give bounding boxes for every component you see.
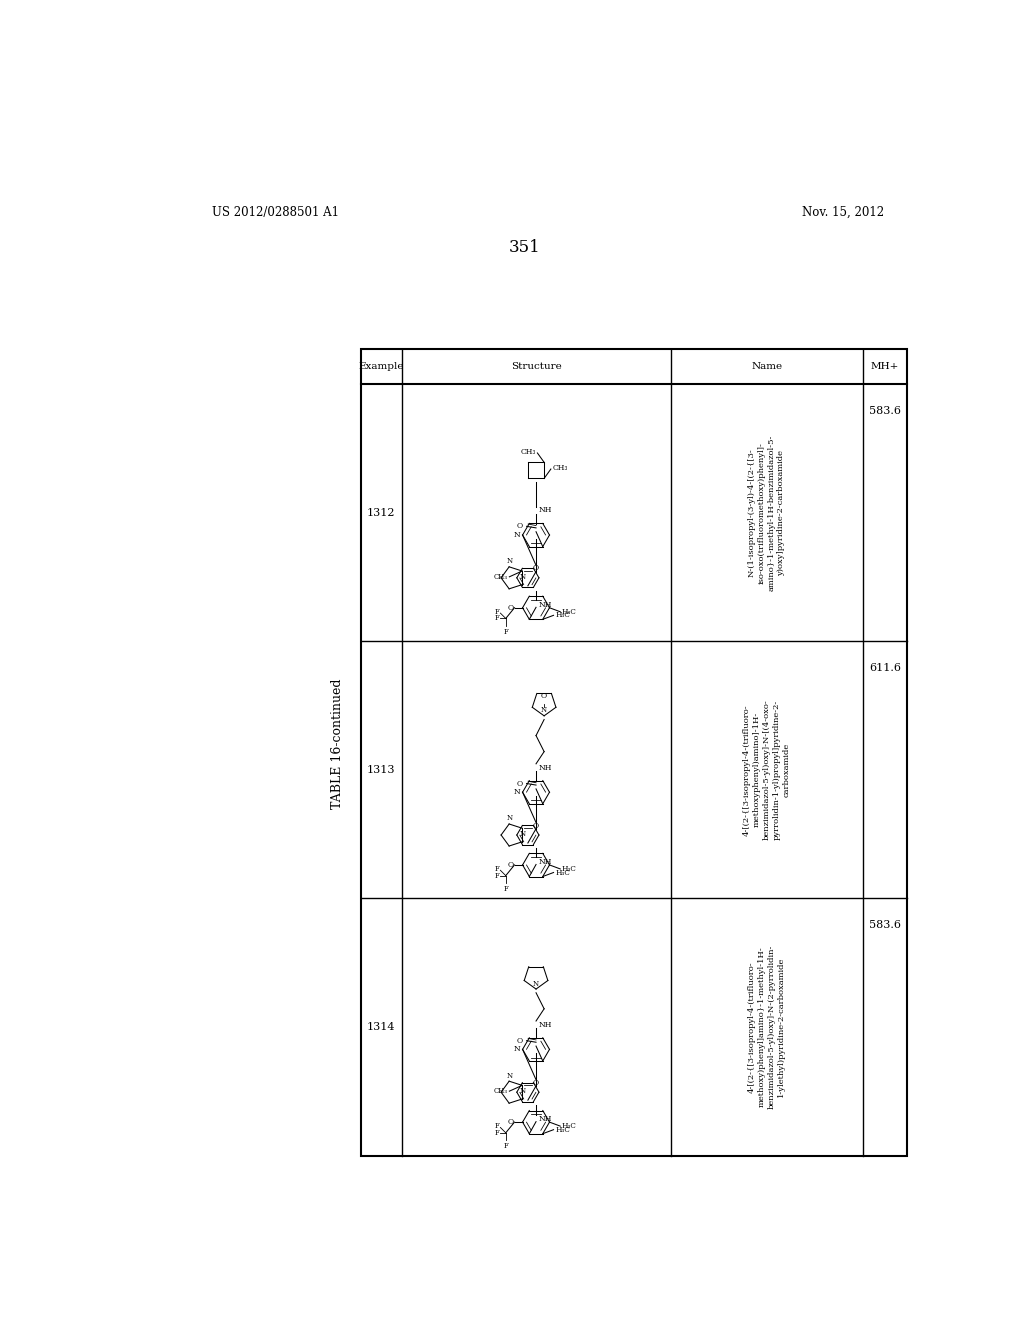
Text: N: N <box>520 830 526 838</box>
Text: N: N <box>520 573 526 581</box>
Text: F: F <box>495 871 499 879</box>
Text: N: N <box>507 814 513 822</box>
Text: F: F <box>495 1129 499 1137</box>
Text: 4-[(2-{[3-isopropyl-4-(trifluoro-
methoxyphenyl)amino]-1H-
benzimidazol-5-yl)oxy: 4-[(2-{[3-isopropyl-4-(trifluoro- methox… <box>743 700 791 840</box>
Text: O: O <box>532 1078 539 1086</box>
Text: N-(1-isopropyl-(3-yl)-4-[(2-{[3-
iso-oxo(trifluoromethoxy)phenyl]-
amino}-1-meth: N-(1-isopropyl-(3-yl)-4-[(2-{[3- iso-oxo… <box>748 434 785 591</box>
Text: 1314: 1314 <box>367 1022 395 1032</box>
Bar <box>360 350 907 1155</box>
Text: NH: NH <box>539 858 552 866</box>
Text: N: N <box>507 557 513 565</box>
Text: H₃C: H₃C <box>555 1126 570 1134</box>
Text: N: N <box>532 979 539 987</box>
Text: 1312: 1312 <box>367 508 395 517</box>
Text: US 2012/0288501 A1: US 2012/0288501 A1 <box>212 206 339 219</box>
Text: 611.6: 611.6 <box>868 663 901 673</box>
Text: F: F <box>504 628 508 636</box>
Text: O: O <box>516 523 522 531</box>
Text: Nov. 15, 2012: Nov. 15, 2012 <box>802 206 885 219</box>
Text: O: O <box>508 861 514 869</box>
Text: F: F <box>504 884 508 894</box>
Text: 1313: 1313 <box>367 764 395 775</box>
Text: CH₃: CH₃ <box>494 1088 508 1096</box>
Text: O: O <box>532 821 539 830</box>
Text: H₃C: H₃C <box>562 607 577 615</box>
Text: F: F <box>495 607 499 615</box>
Text: N: N <box>541 705 547 714</box>
Text: H₃C: H₃C <box>555 611 570 619</box>
Text: N: N <box>513 531 520 539</box>
Text: N: N <box>507 1072 513 1080</box>
Text: 351: 351 <box>509 239 541 256</box>
Text: 583.6: 583.6 <box>868 920 901 929</box>
Text: Example: Example <box>358 362 403 371</box>
Text: O: O <box>516 1036 522 1044</box>
Text: H₃C: H₃C <box>555 869 570 876</box>
Text: NH: NH <box>539 507 552 515</box>
Text: N: N <box>520 1086 526 1094</box>
Text: H₃C: H₃C <box>562 1122 577 1130</box>
Text: N: N <box>513 788 520 796</box>
Text: TABLE 16-continued: TABLE 16-continued <box>331 678 344 809</box>
Text: 583.6: 583.6 <box>868 405 901 416</box>
Text: NH: NH <box>539 601 552 609</box>
Text: F: F <box>495 865 499 873</box>
Text: F: F <box>495 1122 499 1130</box>
Text: O: O <box>508 603 514 611</box>
Text: Name: Name <box>751 362 782 371</box>
Text: MH+: MH+ <box>870 362 899 371</box>
Text: F: F <box>504 1142 508 1150</box>
Text: F: F <box>495 614 499 623</box>
Text: N: N <box>513 1045 520 1053</box>
Text: O: O <box>541 692 547 700</box>
Text: 4-[(2-{[3-isopropyl-4-(trifluoro-
methoxy)phenyl]amino}-1-methyl-1H-
benzimidazo: 4-[(2-{[3-isopropyl-4-(trifluoro- methox… <box>748 945 785 1109</box>
Text: H₃C: H₃C <box>562 865 577 873</box>
Text: NH: NH <box>539 764 552 772</box>
Text: CH₃: CH₃ <box>552 463 567 471</box>
Text: O: O <box>508 1118 514 1126</box>
Text: Structure: Structure <box>511 362 561 371</box>
Text: CH₃: CH₃ <box>494 573 508 581</box>
Text: NH: NH <box>539 1020 552 1028</box>
Text: O: O <box>516 780 522 788</box>
Text: O: O <box>532 565 539 573</box>
Text: NH: NH <box>539 1115 552 1123</box>
Text: CH₃: CH₃ <box>520 447 536 455</box>
